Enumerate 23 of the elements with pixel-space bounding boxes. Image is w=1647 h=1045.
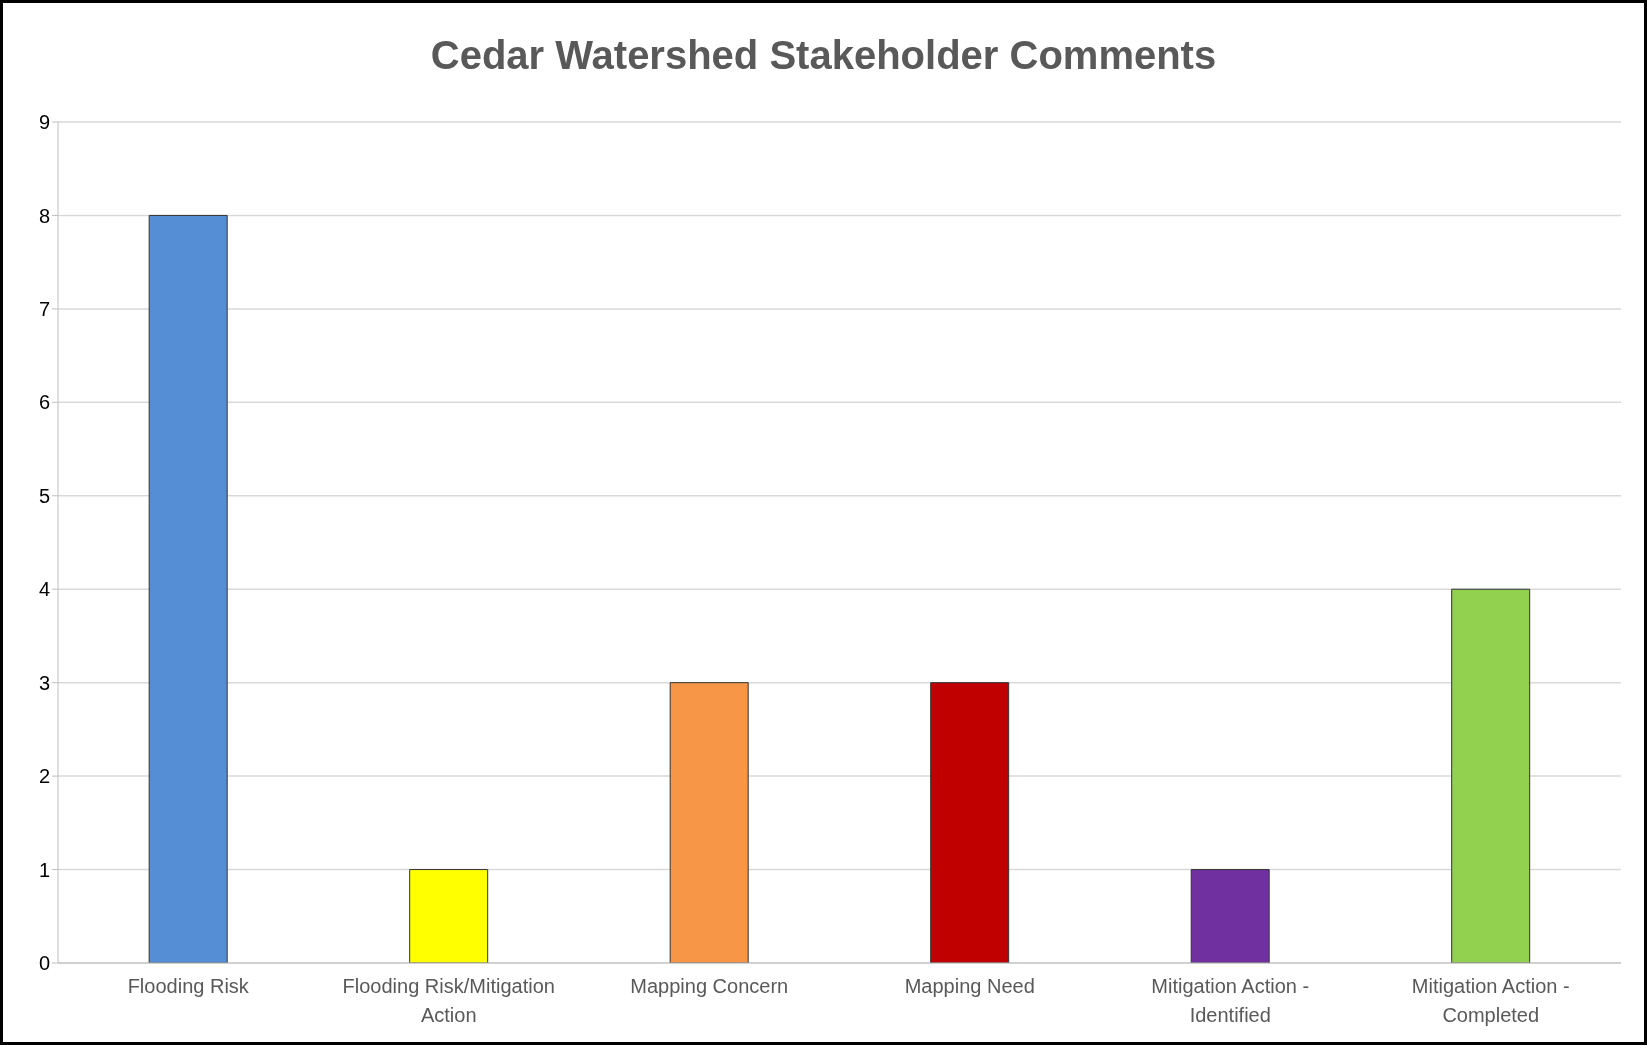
y-tick-label: 4 (38, 578, 50, 601)
bar (930, 682, 1010, 963)
y-tick-label: 9 (38, 111, 50, 134)
y-tick-label: 1 (38, 858, 50, 881)
y-tick-label: 0 (38, 952, 50, 975)
x-tick-label: Flooding Risk/Mitigation Action (342, 975, 555, 1026)
y-tick-label: 5 (38, 484, 50, 507)
bar (148, 214, 228, 963)
x-tick-label: Mitigation Action - Completed (1411, 975, 1570, 1026)
y-tick-label: 7 (38, 297, 50, 320)
x-tick-label: Mapping Concern (630, 975, 789, 997)
y-tick-label: 3 (38, 671, 50, 694)
bar (409, 869, 489, 963)
y-tick-label: 6 (38, 391, 50, 414)
x-tick-label: Mapping Need (904, 975, 1035, 997)
x-tick-label: Flooding Risk (127, 975, 250, 997)
bar (1190, 869, 1270, 963)
chart-title: Cedar Watershed Stakeholder Comments (429, 33, 1218, 78)
bar (1451, 588, 1531, 963)
x-tick-label: Mitigation Action - Identified (1151, 975, 1310, 1026)
bar (669, 682, 749, 963)
y-tick-label: 2 (38, 765, 50, 788)
y-tick-label: 8 (38, 204, 50, 227)
